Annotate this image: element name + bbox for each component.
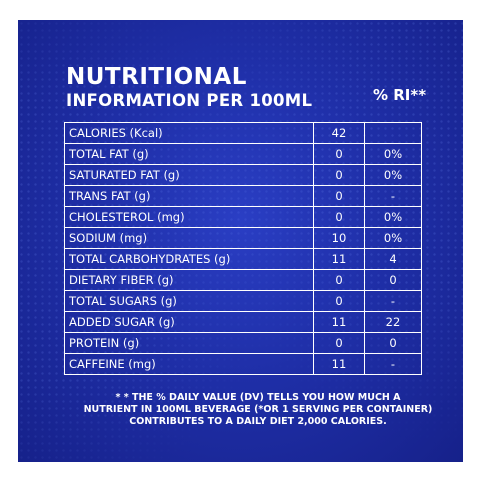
nutrient-value-cell: 0 xyxy=(313,290,365,312)
nutrient-ri-cell: 0% xyxy=(364,227,422,249)
nutrient-value-cell: 11 xyxy=(313,353,365,375)
nutrient-name-cell: TOTAL CARBOHYDRATES (g) xyxy=(64,248,314,270)
table-row: SODIUM (mg) 10 0% xyxy=(64,227,422,249)
nutrient-value-cell: 0 xyxy=(313,206,365,228)
nutrient-ri-cell: 4 xyxy=(364,248,422,270)
nutrient-ri-cell: 22 xyxy=(364,311,422,333)
nutrient-ri-cell: - xyxy=(364,290,422,312)
footnote-line-2: NUTRIENT IN 100ML BEVERAGE (*OR 1 SERVIN… xyxy=(83,404,433,415)
nutrient-value-cell: 0 xyxy=(313,185,365,207)
nutrient-name-cell: ADDED SUGAR (g) xyxy=(64,311,314,333)
table-row: CALORIES (Kcal) 42 xyxy=(64,122,422,144)
nutrient-name-cell: SATURATED FAT (g) xyxy=(64,164,314,186)
nutrient-name-cell: CALORIES (Kcal) xyxy=(64,122,314,144)
nutrient-ri-cell: 0 xyxy=(364,269,422,291)
nutrient-name-cell: SODIUM (mg) xyxy=(64,227,314,249)
nutrient-ri-cell: - xyxy=(364,353,422,375)
nutrient-ri-cell: 0% xyxy=(364,206,422,228)
nutrient-value-cell: 0 xyxy=(313,143,365,165)
table-row: PROTEIN (g) 0 0 xyxy=(64,332,422,354)
nutrient-name-cell: CAFFEINE (mg) xyxy=(64,353,314,375)
table-row: SATURATED FAT (g) 0 0% xyxy=(64,164,422,186)
nutrient-value-cell: 42 xyxy=(313,122,365,144)
table-row: TOTAL SUGARS (g) 0- xyxy=(64,290,422,312)
footnote-line-3: CONTRIBUTES TO A DAILY DIET 2,000 CALORI… xyxy=(129,416,387,427)
nutrient-name-cell: TOTAL SUGARS (g) xyxy=(64,290,314,312)
nutrition-table: CALORIES (Kcal) 42 TOTAL FAT (g) 0 0% SATURAT… xyxy=(64,122,422,375)
nutrition-panel: NUTRITIONAL INFORMATION PER 100ML % RI**… xyxy=(18,20,463,462)
table-row: TOTAL CARBOHYDRATES (g) 11 4 xyxy=(64,248,422,270)
nutrient-value-cell: 0 xyxy=(313,332,365,354)
nutrient-name-cell: CHOLESTEROL (mg) xyxy=(64,206,314,228)
nutrient-value-cell: 0 xyxy=(313,164,365,186)
table-row: CHOLESTEROL (mg) 0 0% xyxy=(64,206,422,228)
nutrition-table-body: CALORIES (Kcal) 42 TOTAL FAT (g) 0 0% SATURAT… xyxy=(64,122,422,375)
nutrient-value-cell: 0 xyxy=(313,269,365,291)
footnote-line-1: * * THE % DAILY VALUE (DV) TELLS YOU HOW… xyxy=(115,392,401,403)
footnote: * * THE % DAILY VALUE (DV) TELLS YOU HOW… xyxy=(48,392,463,428)
nutrient-value-cell: 11 xyxy=(313,311,365,333)
nutrient-value-cell: 11 xyxy=(313,248,365,270)
table-row: TOTAL FAT (g) 0 0% xyxy=(64,143,422,165)
nutrient-name-cell: PROTEIN (g) xyxy=(64,332,314,354)
nutrient-ri-cell: 0% xyxy=(364,143,422,165)
nutrient-ri-cell: - xyxy=(364,185,422,207)
panel-subtitle: INFORMATION PER 100ML xyxy=(66,91,313,110)
nutrient-name-cell: TRANS FAT (g) xyxy=(64,185,314,207)
nutrient-name-cell: TOTAL FAT (g) xyxy=(64,143,314,165)
panel-title: NUTRITIONAL xyxy=(66,64,247,90)
table-row: DIETARY FIBER (g) 0 0 xyxy=(64,269,422,291)
ri-column-header: % RI** xyxy=(373,86,427,104)
nutrient-value-cell: 10 xyxy=(313,227,365,249)
nutrient-ri-cell: 0 xyxy=(364,332,422,354)
nutrient-ri-cell: 0% xyxy=(364,164,422,186)
nutrient-ri-cell xyxy=(364,122,422,144)
table-row: ADDED SUGAR (g) 11 22 xyxy=(64,311,422,333)
nutrient-name-cell: DIETARY FIBER (g) xyxy=(64,269,314,291)
table-row: TRANS FAT (g) 0- xyxy=(64,185,422,207)
table-row: CAFFEINE (mg) 11- xyxy=(64,353,422,375)
